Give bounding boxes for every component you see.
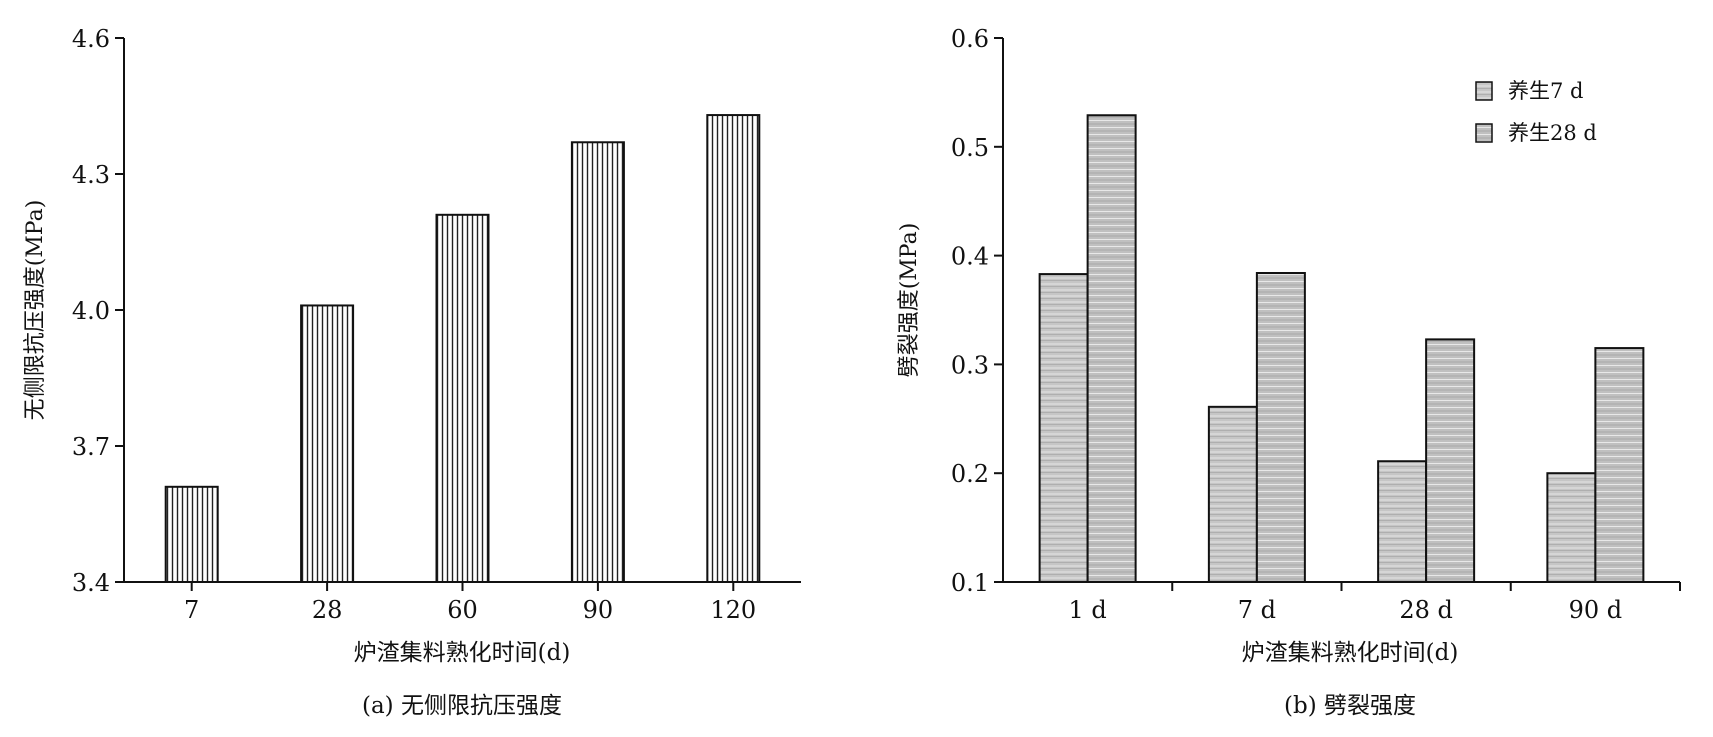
panel-b-xtick-label: 7 d <box>1238 596 1276 624</box>
panel-a-xtick-label: 90 <box>583 596 614 624</box>
panel-b-y-ticks: 0.1 0.2 0.3 0.4 0.5 0.6 <box>951 25 1003 597</box>
panel-a-bar-90 <box>570 141 625 583</box>
panel-b-ytick-label: 0.2 <box>951 460 989 488</box>
panel-b-ylabel: 劈裂强度(MPa) <box>897 223 922 378</box>
panel-b-bar-1d-s1 <box>1086 114 1137 584</box>
panel-a-xtick-label: 60 <box>447 596 478 624</box>
legend-label-7d: 养生7 d <box>1508 79 1583 103</box>
panel-b-bar-90d-s0 <box>1546 472 1597 584</box>
panel-b-ytick-label: 0.3 <box>951 351 989 379</box>
panel-a-ytick-label: 4.6 <box>72 25 110 53</box>
panel-a-ytick-label: 4.0 <box>72 297 110 325</box>
panel-b-legend: 养生7 d 养生28 d <box>1475 79 1597 145</box>
panel-a-ytick-label: 3.4 <box>72 569 110 597</box>
panel-a-ylabel: 无侧限抗压强度(MPa) <box>23 200 48 421</box>
panel-b-bar-28d-s0 <box>1377 460 1428 583</box>
panel-b-xtick-label: 90 d <box>1569 596 1623 624</box>
panel-a-xtick-label: 7 <box>184 596 199 624</box>
panel-b-bar-1d-s0 <box>1038 273 1089 583</box>
panel-a-x-ticks: 7 28 60 90 120 <box>184 582 756 624</box>
panel-a-ytick-label: 4.3 <box>72 161 110 189</box>
panel-a-xtick-label: 28 <box>312 596 343 624</box>
panel-a-xtick-label: 120 <box>710 596 756 624</box>
panel-b-bars <box>1038 114 1645 584</box>
panel-a-bar-120 <box>706 114 761 583</box>
panel-a: 3.43.74.04.34.6 7 28 60 90 120 无侧限抗压强度(MPa) … <box>23 25 801 719</box>
panel-b-xlabel: 炉渣集料熟化时间(d) <box>1242 640 1459 666</box>
panel-a-bar-7 <box>164 485 219 583</box>
panel-b-bar-7d-s0 <box>1207 405 1258 583</box>
panel-b-xtick-label: 1 d <box>1068 596 1106 624</box>
legend-swatch-7d <box>1475 81 1493 101</box>
panel-b-xtick-label: 28 d <box>1399 596 1453 624</box>
panel-b: 0.1 0.2 0.3 0.4 0.5 0.6 1 d 7 d 28 d 90 d 劈裂强度(M… <box>897 25 1681 719</box>
panel-b-ytick-label: 0.1 <box>951 569 989 597</box>
legend-label-28d: 养生28 d <box>1508 121 1597 145</box>
panel-b-ytick-label: 0.5 <box>951 134 989 162</box>
panel-a-bars <box>164 114 761 584</box>
panel-b-caption: (b) 劈裂强度 <box>1284 693 1416 719</box>
panel-a-xlabel: 炉渣集料熟化时间(d) <box>354 640 571 666</box>
panel-b-ytick-label: 0.4 <box>951 243 989 271</box>
panel-a-caption: (a) 无侧限抗压强度 <box>362 693 562 719</box>
panel-a-y-ticks: 3.4 3.7 4.0 4.3 4.6 <box>72 25 124 597</box>
panel-b-bar-28d-s1 <box>1425 338 1476 583</box>
legend-swatch-28d <box>1475 123 1493 143</box>
panel-b-x-ticks: 1 d 7 d 28 d 90 d <box>1068 582 1681 624</box>
panel-b-bar-7d-s1 <box>1255 272 1306 583</box>
panel-b-bar-90d-s1 <box>1594 347 1645 583</box>
panel-a-bar-60 <box>435 213 490 584</box>
panel-a-bar-28 <box>300 304 355 583</box>
panel-a-ytick-label: 3.7 <box>72 433 110 461</box>
panel-b-ytick-label: 0.6 <box>951 25 989 53</box>
